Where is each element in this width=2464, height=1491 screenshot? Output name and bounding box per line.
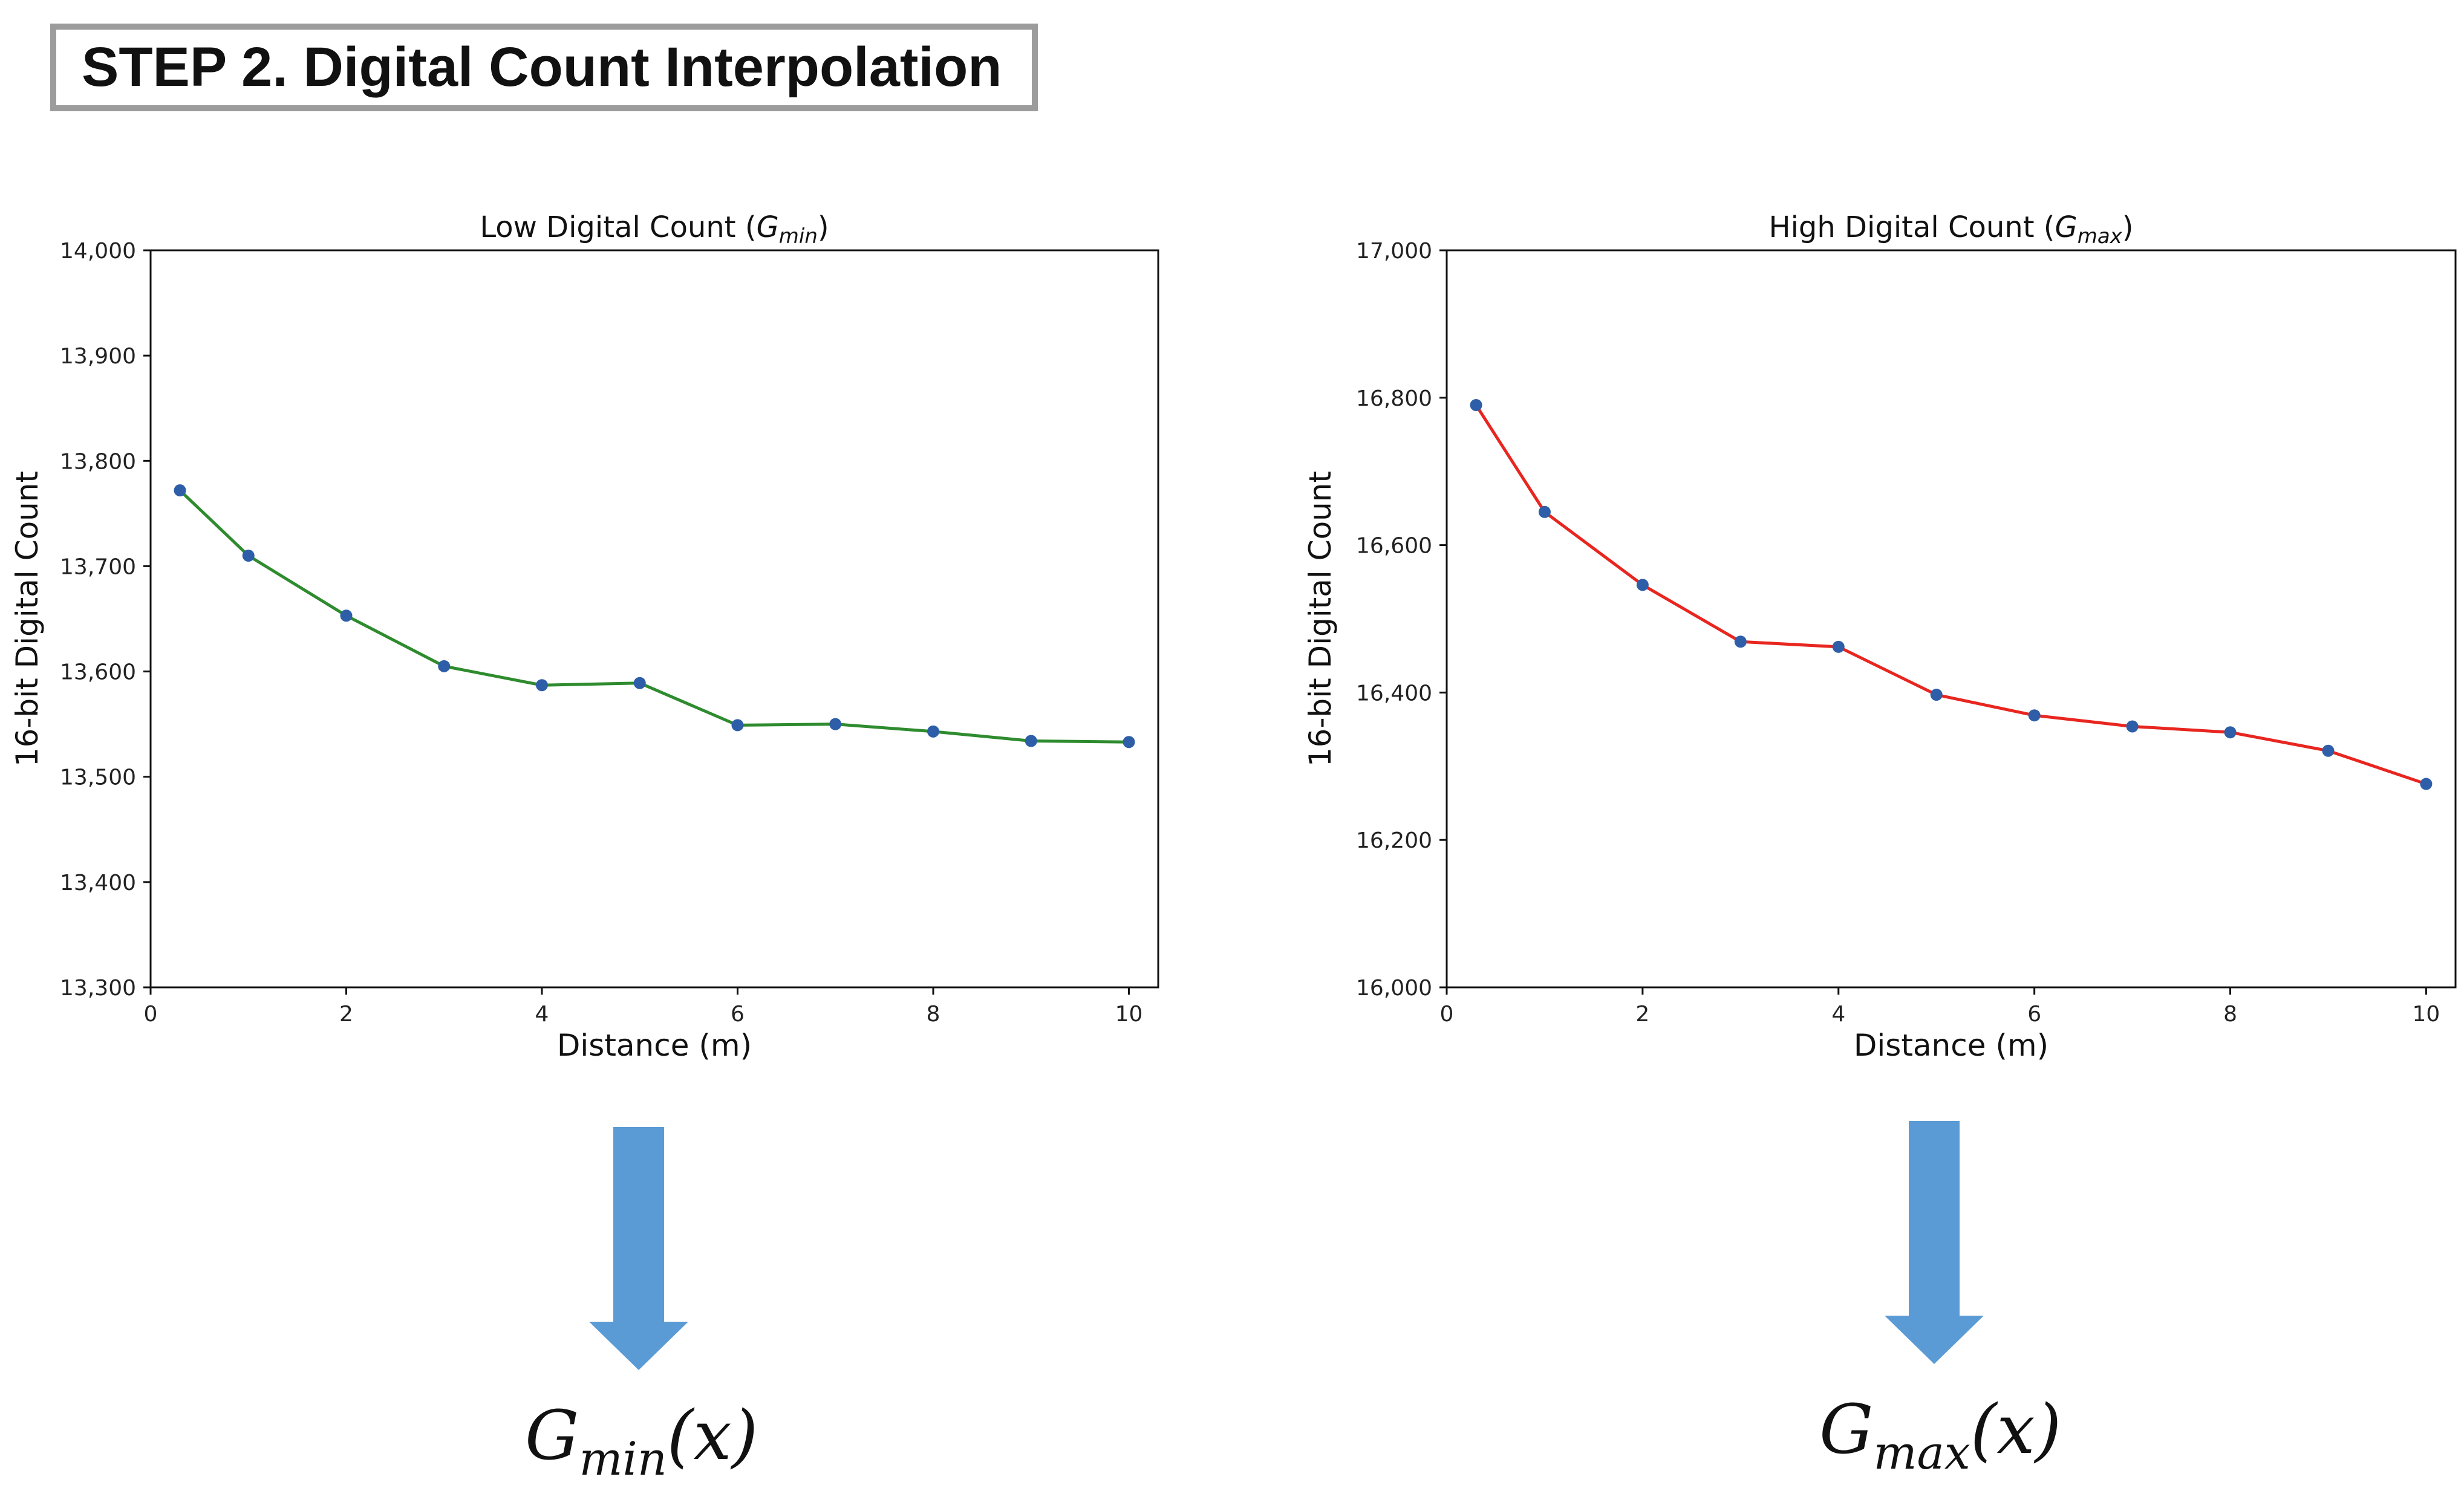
x-axis-label: Distance (m): [557, 1028, 752, 1063]
data-point: [340, 609, 353, 622]
y-axis-label: 16-bit Digital Count: [10, 471, 45, 767]
y-tick-label: 13,500: [60, 765, 136, 790]
series-line: [1475, 404, 2427, 785]
chart-title-suffix: ): [2122, 210, 2134, 244]
step-title-box: STEP 2. Digital Count Interpolation: [50, 24, 1038, 111]
formula-var: G: [525, 1397, 579, 1475]
down-arrow-icon: [589, 1127, 688, 1370]
data-point: [1930, 689, 1943, 701]
data-point: [2126, 720, 2139, 733]
data-point: [1538, 505, 1551, 518]
plot-frame: [1445, 249, 2457, 989]
data-point: [2028, 709, 2041, 722]
x-tick-label: 6: [2027, 1002, 2041, 1027]
data-point: [2322, 744, 2335, 757]
data-point: [242, 550, 255, 562]
down-arrow-icon: [1885, 1121, 1984, 1364]
data-point: [1734, 635, 1747, 648]
x-tick-label: 0: [1440, 1002, 1454, 1027]
arrows: [589, 1121, 1984, 1370]
chart-title-var: G: [2055, 210, 2078, 244]
y-tick-label: 16,400: [1356, 681, 1432, 706]
y-tick-label: 14,000: [60, 239, 136, 264]
chart-title-prefix: High Digital Count (: [1768, 210, 2055, 244]
y-tick-label: 16,200: [1356, 828, 1432, 853]
y-tick-label: 13,600: [60, 660, 136, 685]
x-tick-label: 10: [1115, 1002, 1143, 1027]
formula-gmax: Gmax(x): [1819, 1391, 2061, 1480]
x-tick-label: 2: [339, 1002, 353, 1027]
formula-var: G: [1819, 1391, 1874, 1469]
data-point: [1636, 579, 1649, 591]
formula-arg: (x): [1970, 1391, 2062, 1469]
y-tick-label: 13,800: [60, 449, 136, 474]
x-tick-label: 8: [2223, 1002, 2237, 1027]
data-point: [174, 484, 186, 497]
y-tick-label: 16,600: [1356, 534, 1432, 559]
x-tick-label: 0: [144, 1002, 158, 1027]
data-point: [1123, 736, 1135, 749]
x-tick-label: 2: [1635, 1002, 1649, 1027]
data-point: [535, 679, 548, 692]
data-point: [2420, 778, 2433, 790]
high-digital-count-chart: 0 2 4 6 8 10 16,000 16,200 16,400 16,600 16,800 17,…: [1303, 210, 2457, 1063]
x-tick-label: 8: [927, 1002, 940, 1027]
series-line: [178, 489, 1129, 744]
y-axis-label: 16-bit Digital Count: [1303, 471, 1338, 767]
chart-title-suffix: ): [818, 210, 829, 244]
formula-sub: max: [1873, 1426, 1970, 1480]
x-tick-label: 4: [535, 1002, 549, 1027]
x-tick-label: 6: [731, 1002, 745, 1027]
low-digital-count-chart: 0 2 4 6 8 10 13,300 13,400 13,500 13,600 13,700 13,…: [10, 210, 1159, 1063]
chart-title-sub: max: [2078, 224, 2123, 248]
data-point: [633, 677, 646, 689]
x-axis-label: Distance (m): [1854, 1028, 2048, 1063]
x-tick-label: 10: [2413, 1002, 2440, 1027]
y-tick-label: 17,000: [1356, 239, 1432, 264]
formula-sub: min: [579, 1432, 667, 1486]
plot-frame: [149, 249, 1159, 989]
y-tick-label: 16,000: [1356, 976, 1432, 1001]
y-tick-label: 13,300: [60, 976, 136, 1001]
data-point: [829, 718, 842, 730]
formula-gmin: Gmin(x): [525, 1397, 758, 1486]
data-point: [1832, 640, 1845, 653]
data-point: [1470, 398, 1482, 411]
data-point: [731, 719, 744, 732]
chart-title-prefix: Low Digital Count (: [480, 210, 756, 244]
chart-title-sub: min: [779, 224, 818, 248]
x-tick-label: 4: [1831, 1002, 1845, 1027]
chart-title: Low Digital Count (Gmin): [480, 210, 829, 248]
step-title: STEP 2. Digital Count Interpolation: [82, 36, 1002, 98]
data-point: [927, 725, 939, 738]
y-tick-label: 13,400: [60, 871, 136, 895]
data-point: [1025, 735, 1037, 747]
data-point: [438, 660, 451, 672]
chart-title-var: G: [757, 210, 779, 244]
y-tick-label: 16,800: [1356, 386, 1432, 411]
data-point: [2224, 726, 2237, 739]
y-tick-label: 13,900: [60, 344, 136, 369]
formula-arg: (x): [667, 1397, 758, 1475]
chart-title: High Digital Count (Gmax): [1768, 210, 2133, 248]
y-tick-label: 13,700: [60, 554, 136, 579]
